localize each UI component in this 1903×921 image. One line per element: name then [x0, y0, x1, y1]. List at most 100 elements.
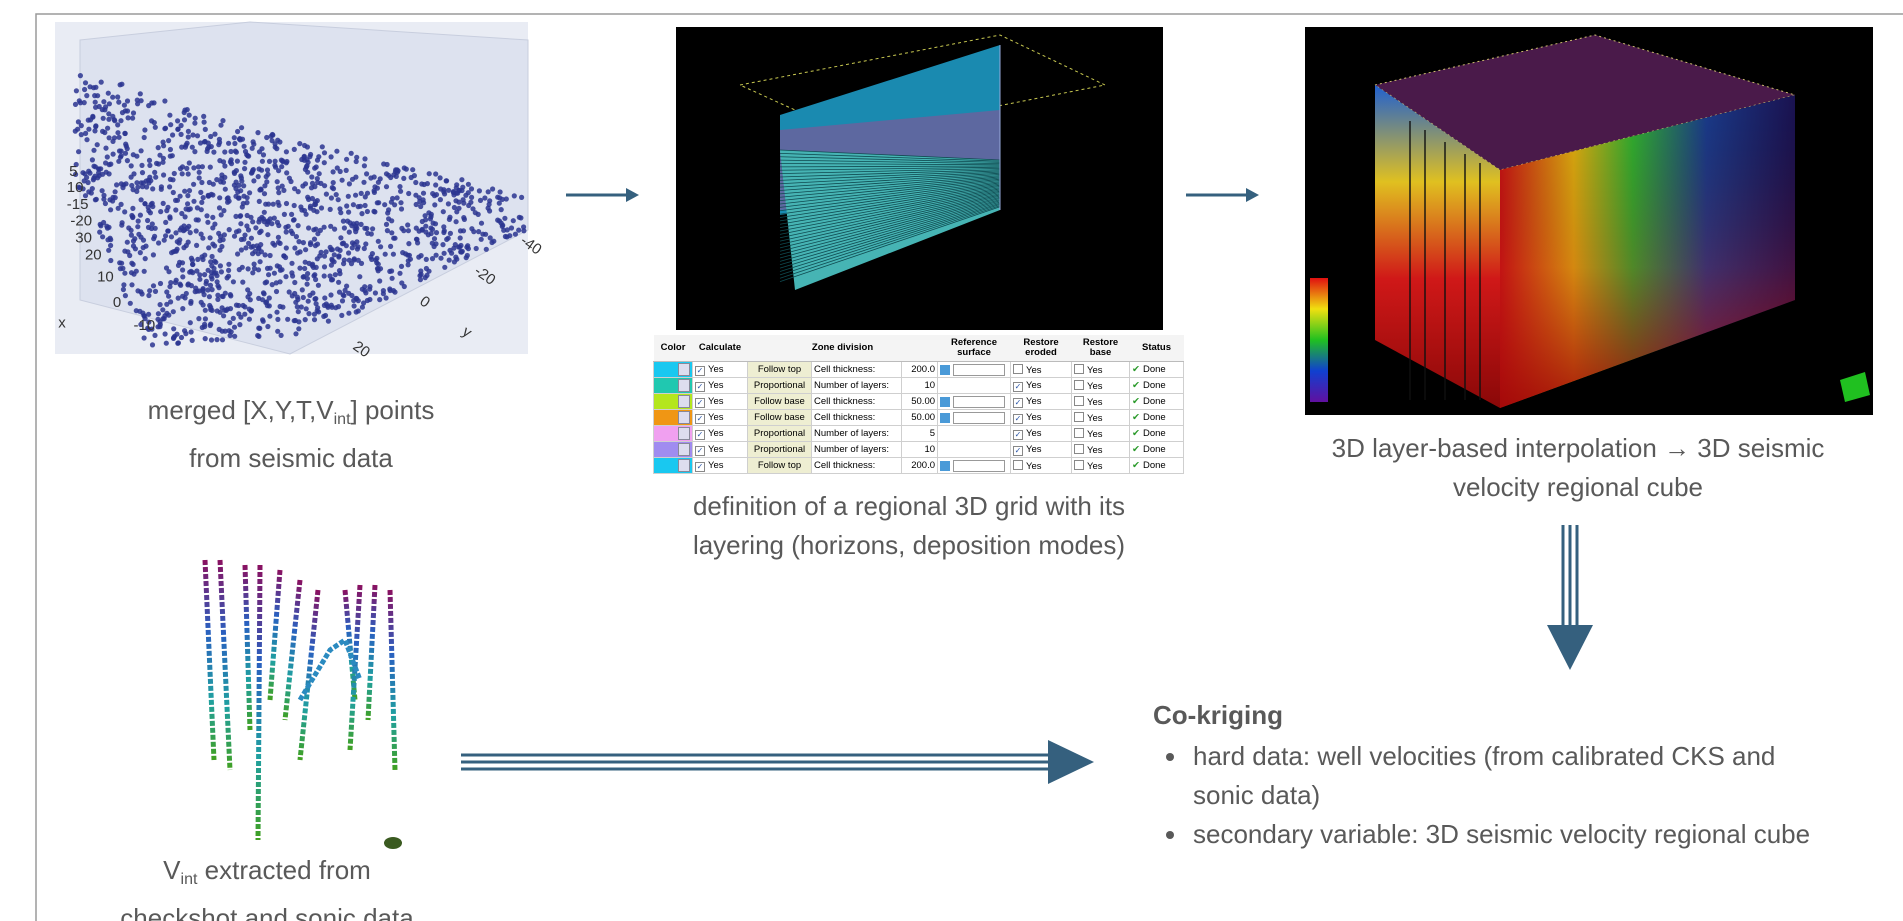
- point: [73, 102, 78, 107]
- point: [292, 245, 297, 250]
- point: [362, 156, 367, 161]
- point: [509, 225, 514, 230]
- point: [175, 198, 180, 203]
- point: [322, 264, 327, 269]
- point: [350, 240, 355, 245]
- cell-text: Yes: [1087, 381, 1103, 392]
- point: [284, 229, 289, 234]
- point: [397, 184, 402, 189]
- caption-text: V: [163, 855, 180, 885]
- point: [347, 230, 352, 235]
- point: [256, 219, 261, 224]
- point: [159, 184, 164, 189]
- point: [274, 146, 279, 151]
- point: [272, 271, 277, 276]
- point: [419, 253, 424, 258]
- point: [182, 117, 187, 122]
- dropdown: [678, 363, 690, 376]
- color-cell: [654, 426, 693, 442]
- point: [117, 135, 122, 140]
- point: [99, 80, 104, 85]
- point: [334, 192, 339, 197]
- point: [90, 186, 95, 191]
- point: [130, 116, 135, 121]
- color-cell: [654, 394, 693, 410]
- point: [459, 177, 464, 182]
- checkbox: [1013, 460, 1023, 470]
- point: [225, 275, 230, 280]
- point: [170, 177, 175, 182]
- dropdown: [678, 395, 690, 408]
- point: [211, 150, 216, 155]
- point: [102, 130, 107, 135]
- point: [312, 237, 317, 242]
- point: [315, 180, 320, 185]
- point: [482, 195, 487, 200]
- point: [163, 233, 168, 238]
- point: [438, 256, 443, 261]
- point: [446, 201, 451, 206]
- point: [336, 197, 341, 202]
- point: [292, 147, 297, 152]
- figure: 510-15-203020100-10x-40-200y20 merged [X…: [0, 0, 1903, 921]
- point: [135, 224, 140, 229]
- point: [167, 184, 172, 189]
- point: [242, 166, 247, 171]
- point: [226, 141, 231, 146]
- point: [195, 133, 200, 138]
- point: [337, 268, 342, 273]
- color-cell: [654, 378, 693, 394]
- point: [187, 160, 192, 165]
- point: [125, 158, 130, 163]
- point: [163, 220, 168, 225]
- point: [458, 249, 463, 254]
- point: [385, 228, 390, 233]
- point: [386, 216, 391, 221]
- point: [285, 317, 290, 322]
- point: [454, 185, 459, 190]
- base-cell: Yes: [1072, 426, 1130, 442]
- point: [163, 331, 168, 336]
- base-cell: Yes: [1072, 410, 1130, 426]
- point: [274, 289, 279, 294]
- point: [140, 170, 145, 175]
- point: [391, 236, 396, 241]
- point: [238, 188, 243, 193]
- point: [301, 274, 306, 279]
- point: [337, 290, 342, 295]
- point: [151, 283, 156, 288]
- point: [172, 171, 177, 176]
- point: [249, 236, 254, 241]
- point: [346, 194, 351, 199]
- point: [215, 279, 220, 284]
- point: [292, 280, 297, 285]
- point: [303, 181, 308, 186]
- point: [130, 206, 135, 211]
- point: [117, 260, 122, 265]
- eroded-cell: ✓Yes: [1011, 378, 1072, 394]
- point: [208, 165, 213, 170]
- point: [125, 240, 130, 245]
- mode-cell: Follow top: [748, 458, 812, 474]
- point: [177, 282, 182, 287]
- point: [299, 157, 304, 162]
- point: [329, 195, 334, 200]
- point: [341, 293, 346, 298]
- point: [384, 171, 389, 176]
- checkbox: [1074, 444, 1084, 454]
- point: [78, 73, 83, 78]
- point: [340, 178, 345, 183]
- point: [187, 188, 192, 193]
- dropdown: [678, 459, 690, 472]
- point: [363, 241, 368, 246]
- base-cell: Yes: [1072, 378, 1130, 394]
- point: [125, 98, 130, 103]
- point: [265, 324, 270, 329]
- point: [168, 280, 173, 285]
- point: [454, 257, 459, 262]
- point: [292, 203, 297, 208]
- point: [297, 141, 302, 146]
- point: [375, 266, 380, 271]
- base-cell: Yes: [1072, 394, 1130, 410]
- point: [357, 274, 362, 279]
